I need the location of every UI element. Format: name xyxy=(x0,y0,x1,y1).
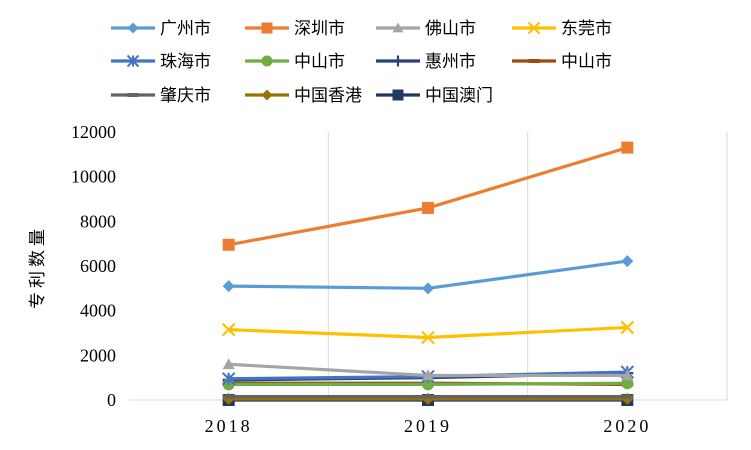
legend-item: 中山市 xyxy=(512,52,612,72)
data-point xyxy=(422,369,434,381)
legend-marker xyxy=(261,22,273,34)
data-point xyxy=(222,280,235,293)
data-point xyxy=(621,377,634,390)
legend-item: 中山市 xyxy=(245,52,345,72)
legend-label: 中国澳门 xyxy=(425,86,493,106)
data-point xyxy=(620,320,635,335)
legend-marker xyxy=(392,22,404,33)
data-point xyxy=(621,369,634,381)
legend-label: 东莞市 xyxy=(561,19,612,39)
y-tick-label: 8000 xyxy=(80,211,116,231)
legend-label: 惠州市 xyxy=(425,52,476,72)
y-tick-label: 6000 xyxy=(80,256,116,276)
series-1 xyxy=(222,255,634,295)
y-axis-label: 专利数量 xyxy=(28,225,48,309)
legend-marker xyxy=(126,54,140,68)
legend-label: 肇庆市 xyxy=(160,86,211,106)
y-tick-label: 12000 xyxy=(71,122,116,142)
x-tick-label: 2020 xyxy=(603,416,651,436)
y-tick-label: 0 xyxy=(107,390,116,410)
series-6 xyxy=(222,377,634,391)
series-4 xyxy=(221,320,635,345)
legend-label: 广州市 xyxy=(160,19,211,39)
x-axis-ticks: 2018 2019 2020 xyxy=(205,416,651,436)
legend-marker xyxy=(527,21,541,35)
legend-marker xyxy=(261,55,273,67)
legend-item: 中国香港 xyxy=(245,86,362,106)
y-tick-label: 2000 xyxy=(80,345,116,365)
data-point xyxy=(221,372,236,386)
legend-item: 中国澳门 xyxy=(376,86,493,106)
legend-marker xyxy=(392,55,404,67)
data-point xyxy=(222,358,235,370)
data-point xyxy=(422,282,434,295)
legend-item: 深圳市 xyxy=(245,19,345,39)
grid xyxy=(129,132,728,401)
legend-marker xyxy=(127,22,139,34)
legend-label: 中山市 xyxy=(294,52,345,72)
legend-item: 广州市 xyxy=(111,19,211,39)
legend-item: 东莞市 xyxy=(512,19,612,39)
x-tick-label: 2019 xyxy=(404,416,452,436)
legend-item: 惠州市 xyxy=(376,52,476,72)
data-point xyxy=(221,322,236,337)
legend-item: 珠海市 xyxy=(111,52,211,72)
legend-label: 佛山市 xyxy=(425,19,476,39)
data-point xyxy=(621,141,634,154)
data-point xyxy=(621,255,634,268)
data-point xyxy=(222,238,235,251)
data-point xyxy=(421,330,435,345)
legend-item: 肇庆市 xyxy=(111,86,211,106)
legend-marker xyxy=(392,89,404,101)
data-point xyxy=(422,378,434,391)
legend-marker xyxy=(261,89,273,101)
series-layer xyxy=(221,141,635,406)
legend-label: 中山市 xyxy=(561,52,612,72)
series-line xyxy=(228,146,628,247)
legend-label: 中国香港 xyxy=(294,86,362,106)
legend-label: 珠海市 xyxy=(160,52,211,72)
series-3 xyxy=(222,358,634,381)
x-tick-label: 2018 xyxy=(205,416,253,436)
y-axis-ticks: 0 2000 4000 6000 8000 10000 12000 xyxy=(71,122,116,410)
series-2 xyxy=(222,141,634,251)
legend-item: 佛山市 xyxy=(376,19,476,39)
y-tick-label: 10000 xyxy=(71,167,116,187)
y-tick-label: 4000 xyxy=(80,301,116,321)
data-point xyxy=(422,201,434,214)
legend-label: 深圳市 xyxy=(294,19,345,39)
